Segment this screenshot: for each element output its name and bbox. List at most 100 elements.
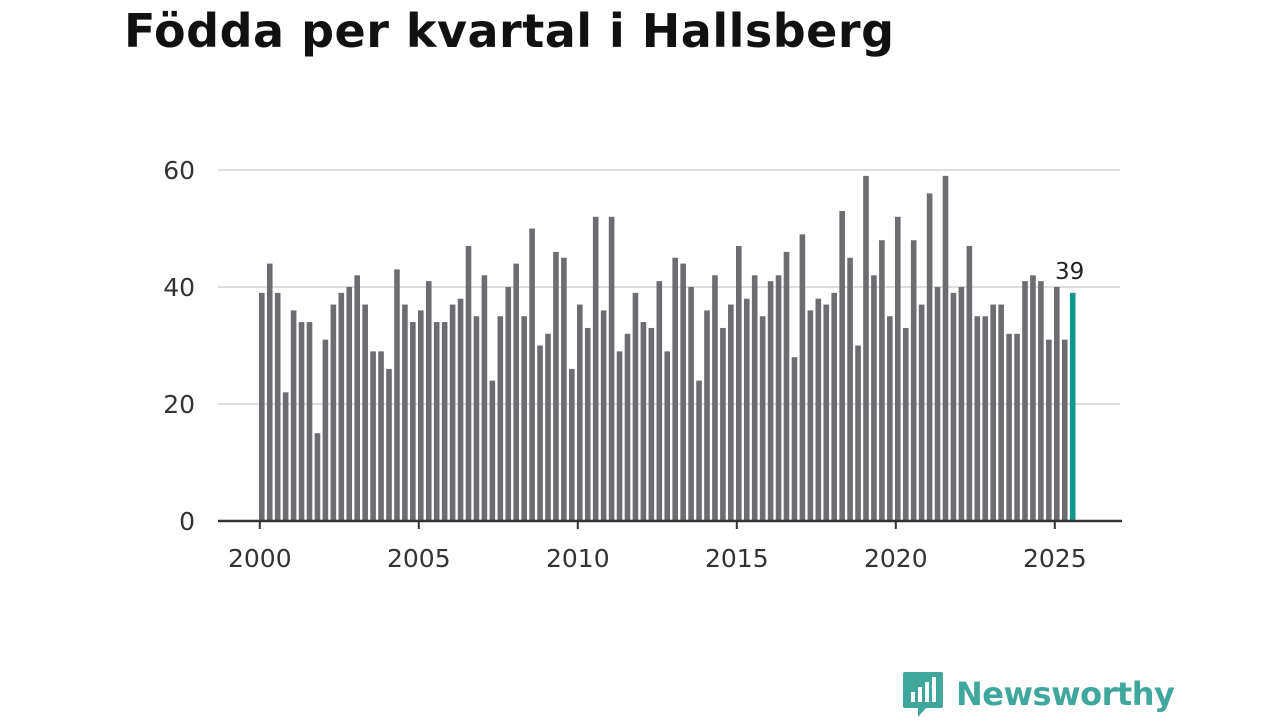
bar	[537, 345, 543, 521]
bar	[465, 246, 472, 522]
bar	[584, 327, 591, 521]
bar	[624, 333, 631, 521]
bar	[481, 275, 488, 521]
bar	[449, 304, 456, 521]
bar	[736, 246, 742, 522]
x-tick-label: 2015	[705, 544, 769, 573]
bar	[1006, 333, 1012, 521]
bar	[799, 234, 806, 521]
bar	[672, 257, 678, 521]
bar	[274, 292, 281, 521]
bar	[561, 257, 567, 521]
bar	[759, 316, 766, 521]
bar	[942, 175, 949, 521]
bar	[370, 351, 376, 521]
bar	[330, 304, 337, 521]
bar	[282, 392, 289, 521]
newsworthy-logo-text: Newsworthy	[956, 675, 1175, 713]
bar	[362, 304, 368, 521]
bar	[982, 316, 989, 521]
bar	[648, 327, 655, 521]
bar	[1014, 333, 1020, 521]
bar	[513, 263, 519, 521]
bar	[871, 275, 877, 521]
bar	[1054, 287, 1060, 521]
bar	[608, 216, 615, 522]
bar	[433, 322, 440, 521]
bar	[529, 228, 535, 521]
x-tick-label: 2005	[387, 544, 451, 573]
x-tick-label: 2020	[864, 544, 928, 573]
bar	[577, 304, 583, 521]
bar	[887, 316, 893, 521]
y-tick-label: 20	[163, 390, 195, 419]
bar	[998, 304, 1004, 521]
y-tick-label: 60	[163, 156, 195, 185]
bar	[346, 287, 353, 521]
bar	[306, 322, 313, 521]
bar	[934, 287, 941, 521]
bar	[791, 357, 798, 521]
bar	[1046, 339, 1052, 521]
bar	[696, 380, 702, 521]
bar	[863, 175, 869, 521]
bar	[728, 304, 734, 521]
bar	[704, 310, 710, 521]
bar	[664, 351, 671, 521]
bar	[688, 287, 694, 521]
bar	[569, 368, 575, 521]
bar	[489, 380, 496, 521]
bar	[457, 298, 464, 521]
newsworthy-logo-icon	[903, 672, 943, 717]
y-tick-label: 40	[163, 273, 195, 302]
newsworthy-logo: Newsworthy	[902, 670, 1175, 718]
bar	[831, 292, 837, 521]
bar	[505, 287, 512, 521]
bar	[592, 216, 599, 522]
bar	[600, 310, 607, 521]
bar	[473, 316, 480, 521]
bar	[298, 322, 305, 521]
bar	[918, 304, 925, 521]
bar	[743, 298, 750, 521]
x-tick-label: 2025	[1023, 544, 1087, 573]
bar-highlight	[1069, 292, 1076, 521]
bar	[266, 263, 273, 521]
bar	[259, 292, 265, 521]
bar	[926, 193, 933, 521]
bar	[902, 327, 909, 521]
bar	[950, 292, 957, 521]
bar	[441, 322, 448, 521]
bar	[314, 433, 321, 521]
bar	[958, 287, 965, 521]
bar	[378, 351, 384, 521]
bar	[394, 269, 400, 521]
bar	[974, 316, 981, 521]
bar	[425, 281, 432, 521]
bar	[656, 281, 663, 521]
bar	[712, 275, 718, 521]
bar	[966, 246, 973, 522]
bar	[815, 298, 822, 521]
bar	[354, 275, 360, 521]
bar	[823, 304, 830, 521]
bar	[990, 304, 996, 521]
bar	[879, 240, 885, 521]
last-value-label: 39	[1055, 259, 1084, 285]
bar	[402, 304, 408, 521]
bar	[839, 210, 845, 521]
bar	[680, 263, 686, 521]
bar	[386, 368, 392, 521]
bar	[895, 216, 901, 522]
bar	[1030, 275, 1036, 521]
bar	[751, 275, 758, 521]
bar	[910, 240, 917, 521]
bar	[497, 316, 504, 521]
bar	[410, 322, 416, 521]
bar	[775, 275, 782, 521]
bar	[640, 322, 647, 521]
bar	[807, 310, 814, 521]
bar	[632, 292, 639, 521]
bar	[290, 310, 297, 521]
